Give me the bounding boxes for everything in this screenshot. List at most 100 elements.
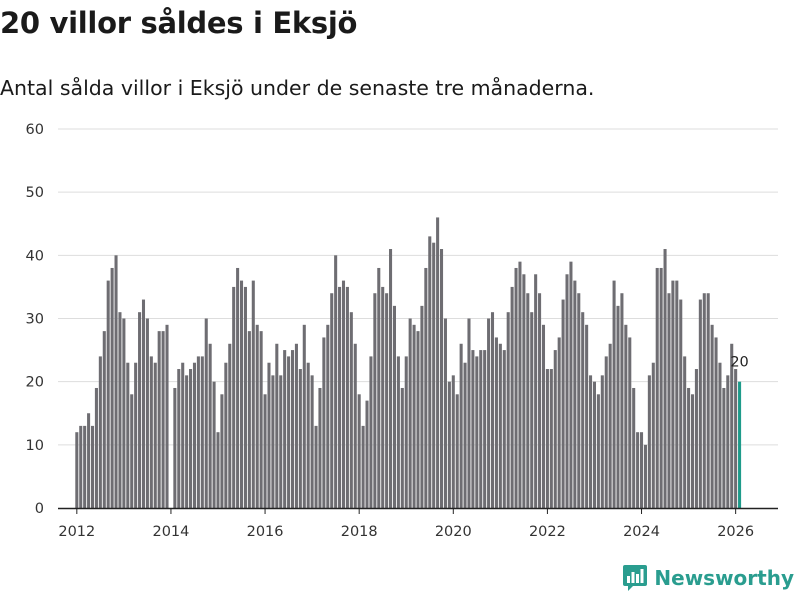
bar: [243, 286, 247, 508]
bars: [75, 217, 742, 508]
bar: [94, 387, 98, 508]
bar: [208, 343, 212, 508]
bar: [667, 293, 671, 508]
bar: [189, 369, 193, 508]
bar: [506, 312, 510, 508]
bar: [651, 362, 655, 508]
bar: [247, 331, 251, 508]
bar: [365, 400, 369, 508]
bar: [655, 267, 659, 508]
brand-logo: Newsworthy: [622, 564, 794, 592]
bar: [400, 387, 404, 508]
bar: [443, 318, 447, 508]
bar: [165, 324, 169, 508]
bar: [290, 350, 295, 508]
bar: [196, 356, 200, 508]
bar: [432, 242, 436, 508]
bar: [514, 267, 518, 508]
bar: [412, 324, 416, 508]
bar: [436, 217, 440, 508]
bar: [416, 331, 420, 508]
bar: [510, 286, 514, 508]
bar: [302, 324, 306, 508]
bar: [573, 280, 577, 508]
bar: [522, 274, 526, 508]
bar: [361, 425, 365, 508]
bar: [251, 280, 255, 508]
data-labels: 20: [730, 355, 748, 371]
bar: [710, 324, 714, 508]
bar: [126, 362, 130, 508]
bar: [734, 369, 738, 508]
bar: [334, 255, 338, 508]
bar: [581, 312, 585, 508]
bar: [451, 375, 455, 508]
bar: [228, 343, 232, 508]
bar: [612, 280, 616, 508]
bar: [479, 350, 483, 508]
bar: [467, 318, 471, 508]
bar: [192, 362, 196, 508]
bar: [212, 381, 216, 508]
bar: [87, 413, 91, 508]
newsworthy-logo-icon: [623, 565, 648, 591]
bar: [330, 293, 334, 508]
bar: [585, 324, 589, 508]
bar: [408, 318, 412, 508]
y-tick-label: 40: [26, 248, 44, 264]
bar: [161, 331, 165, 508]
bar: [200, 356, 204, 508]
bar: [134, 362, 138, 508]
bar: [663, 249, 667, 508]
chart-subtitle: Antal sålda villor i Eksjö under de sena…: [0, 76, 595, 100]
bar: [494, 337, 498, 508]
bar: [149, 356, 153, 508]
bar: [114, 255, 118, 508]
bar: [185, 375, 189, 508]
bar: [255, 324, 259, 508]
latest-value-label: 20: [730, 355, 748, 371]
bar: [381, 286, 385, 508]
x-tick-label: 2016: [247, 524, 284, 540]
bar: [596, 394, 600, 508]
bar: [118, 312, 122, 508]
bar: [83, 425, 87, 508]
bar: [369, 356, 373, 508]
bar: [628, 337, 632, 508]
bar: [322, 337, 326, 508]
x-tick-label: 2018: [341, 524, 378, 540]
bar: [298, 369, 302, 508]
bar: [385, 293, 389, 508]
bar: [538, 293, 542, 508]
chart-title: 20 villor såldes i Eksjö: [0, 6, 358, 40]
bar: [490, 312, 495, 508]
bar: [690, 394, 695, 508]
bar: [502, 350, 506, 508]
bar: [75, 432, 79, 508]
bar-latest: [738, 381, 742, 508]
bar: [389, 249, 393, 508]
bar: [263, 394, 267, 508]
bar: [640, 432, 644, 508]
bar: [420, 305, 424, 508]
bar: [545, 369, 549, 508]
bar: [683, 356, 687, 508]
x-tick-label: 2012: [58, 524, 95, 540]
bar: [577, 293, 581, 508]
bar: [173, 387, 177, 508]
bar: [726, 375, 730, 508]
bar: [487, 318, 491, 508]
bar: [459, 343, 463, 508]
bar: [636, 432, 640, 508]
bar: [675, 280, 679, 508]
bar: [310, 375, 314, 508]
bar: [561, 299, 565, 508]
bar: [130, 394, 134, 508]
bar: [526, 293, 530, 508]
bar: [373, 293, 377, 508]
bar: [275, 343, 279, 508]
bar: [98, 356, 102, 508]
bar: [475, 356, 479, 508]
bar: [589, 375, 593, 508]
bar: [314, 425, 318, 508]
